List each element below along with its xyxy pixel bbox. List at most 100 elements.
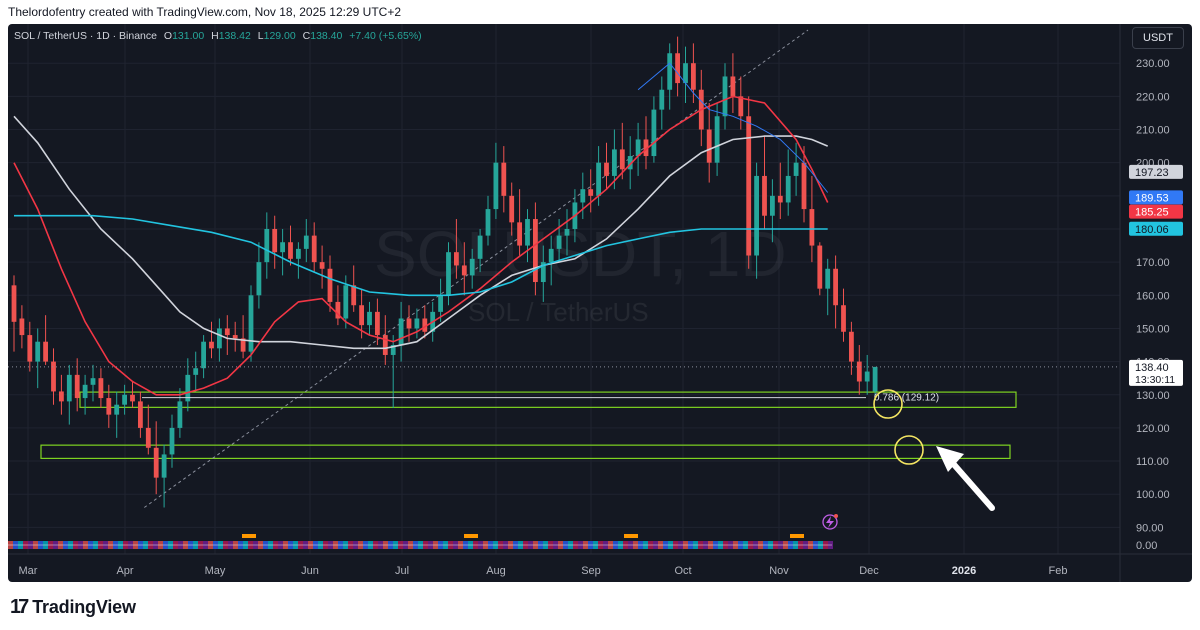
candle [153, 421, 159, 495]
bar-countdown: 13:30:11 [1135, 374, 1175, 386]
candle [872, 366, 878, 399]
candle [762, 136, 767, 229]
attribution-text: Thelordofentry created with TradingView.… [8, 5, 401, 19]
legend-l-value: 129.00 [264, 30, 296, 42]
candle [612, 129, 617, 190]
moving-average-line [14, 214, 828, 297]
candle [35, 328, 41, 389]
candle [311, 222, 317, 273]
target-circle-1[interactable] [873, 389, 903, 419]
candle [825, 258, 831, 316]
oscillator-strip [8, 534, 833, 549]
legend-h-label: H [211, 30, 219, 42]
candle [398, 301, 404, 362]
y-tick-label: 110.00 [1136, 456, 1169, 468]
moving-average-line [637, 62, 829, 193]
candle [280, 228, 285, 276]
candle [335, 285, 341, 326]
candle [856, 345, 862, 395]
candle [477, 228, 483, 273]
svg-text:189.53: 189.53 [1135, 192, 1169, 204]
candle [533, 202, 538, 296]
candle [683, 46, 688, 103]
price-chart[interactable]: SOLUSDT, 1D SOL / TetherUS 0.786 (129.12… [8, 24, 1192, 582]
moving-average-line [13, 115, 829, 350]
candle [785, 149, 791, 216]
candle [604, 142, 609, 190]
candle [556, 219, 562, 263]
x-tick-label: Jun [301, 565, 319, 577]
x-tick-label: Nov [769, 565, 789, 577]
candle [635, 122, 641, 176]
lightning-icon[interactable] [822, 514, 838, 530]
support-zone-1[interactable] [79, 391, 1017, 408]
candle [722, 63, 728, 130]
candle [849, 321, 854, 375]
candle [74, 358, 80, 412]
trendline-dashed[interactable] [144, 29, 809, 508]
tradingview-logo-text: TradingView [32, 597, 136, 617]
candle [509, 182, 515, 236]
candle [319, 245, 325, 289]
currency-button[interactable]: USDT [1132, 27, 1184, 49]
candle [161, 444, 167, 508]
legend-change: +7.40 (+5.65%) [349, 30, 421, 42]
candle [138, 391, 143, 438]
trendline[interactable] [144, 29, 809, 508]
arrow-icon[interactable] [936, 446, 995, 511]
chart-panel[interactable]: SOLUSDT, 1D SOL / TetherUS 0.786 (129.12… [8, 24, 1192, 582]
candle [864, 354, 870, 395]
fib-label: 0.786 (129.12) [874, 393, 939, 404]
candle [414, 308, 420, 339]
candle [367, 301, 372, 336]
support-zone-2[interactable] [40, 444, 1011, 460]
fib-level[interactable]: 0.786 (129.12) [142, 393, 939, 404]
candle [98, 368, 104, 409]
candle [130, 381, 135, 409]
event-marker[interactable] [242, 534, 256, 538]
y-tick-label: 160.00 [1136, 290, 1170, 302]
event-marker[interactable] [624, 534, 638, 538]
candle [746, 96, 752, 269]
candle [540, 245, 546, 302]
event-marker[interactable] [464, 534, 478, 538]
candle [651, 96, 657, 163]
x-tick-label: Mar [19, 565, 38, 577]
support-zones[interactable] [40, 391, 1017, 460]
candle [232, 321, 238, 352]
x-tick-label: Feb [1049, 565, 1068, 577]
candle [817, 242, 823, 296]
event-marker[interactable] [790, 534, 804, 538]
time-axis: Mar Apr May Jun Jul Aug Sep Oct Nov Dec 2026 Feb [19, 565, 1068, 577]
candle [667, 43, 673, 110]
candle [296, 242, 301, 279]
price-label: 189.53 [1129, 190, 1183, 205]
candle [106, 384, 112, 428]
candle [240, 315, 246, 359]
candle [209, 321, 214, 359]
footer: 17 TradingView [0, 582, 1200, 630]
oscillator-value: 0.00 [1136, 540, 1157, 552]
candle [454, 219, 459, 279]
price-label: 197.23 [1129, 164, 1183, 179]
candle [588, 169, 594, 213]
annotations[interactable] [822, 389, 995, 530]
candle [564, 209, 570, 256]
candle [201, 335, 206, 379]
candle [770, 179, 775, 243]
candle [738, 76, 744, 130]
legend-symbol: SOL / TetherUS · 1D · Binance [14, 30, 157, 42]
legend-c-label: C [303, 30, 311, 42]
candle [841, 288, 846, 342]
target-circle-2[interactable] [894, 435, 924, 465]
svg-text:185.25: 185.25 [1135, 207, 1169, 219]
tradingview-logo[interactable]: 17 TradingView [10, 596, 136, 619]
candle [114, 391, 120, 438]
candle [438, 278, 443, 322]
candle [169, 414, 175, 468]
legend-l-label: L [258, 30, 264, 42]
svg-text:180.06: 180.06 [1135, 224, 1169, 236]
candle [627, 136, 633, 190]
price-label: 185.25 [1129, 204, 1183, 219]
